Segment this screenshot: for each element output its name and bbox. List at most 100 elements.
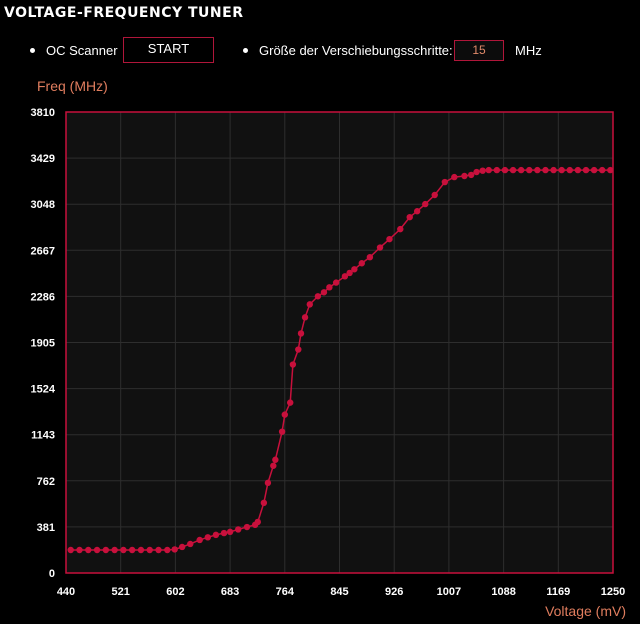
vf-curve-point[interactable] <box>278 428 286 435</box>
vf-curve-point[interactable] <box>517 166 525 174</box>
y-tick-label: 762 <box>37 476 55 488</box>
vf-curve-point[interactable] <box>351 266 358 273</box>
vf-curve-point[interactable] <box>111 546 118 554</box>
vf-curve-point[interactable] <box>128 546 136 554</box>
vf-curve-point[interactable] <box>607 166 614 174</box>
vf-curve-point[interactable] <box>301 314 309 321</box>
vf-curve-point[interactable] <box>598 166 606 174</box>
vf-curve-point[interactable] <box>306 301 313 308</box>
vf-curve-point[interactable] <box>164 546 171 554</box>
vf-curve-point[interactable] <box>295 346 302 353</box>
vf-curve-point[interactable] <box>461 172 468 180</box>
vf-curve-point[interactable] <box>358 260 365 267</box>
vf-curve-point[interactable] <box>574 166 582 174</box>
vf-curve-point[interactable] <box>550 166 557 174</box>
vf-curve-point[interactable] <box>220 529 228 537</box>
vf-curve-point[interactable] <box>102 546 110 554</box>
vf-curve-point[interactable] <box>493 166 501 174</box>
vf-curve-point[interactable] <box>187 540 194 548</box>
vf-curve-point[interactable] <box>542 166 549 174</box>
vf-curve-point[interactable] <box>590 166 598 174</box>
vf-curve-point[interactable] <box>212 531 220 539</box>
x-tick-label: 1169 <box>546 586 570 598</box>
vf-curve-point[interactable] <box>451 173 458 181</box>
x-tick-label: 1250 <box>601 586 625 598</box>
x-tick-label: 683 <box>221 586 239 598</box>
vf-curve-point[interactable] <box>326 284 333 291</box>
vf-curve-point[interactable] <box>422 200 429 208</box>
vf-curve-point[interactable] <box>485 166 492 174</box>
vf-curve-point[interactable] <box>346 269 353 277</box>
y-tick-label: 2667 <box>31 245 55 257</box>
vf-curve-point[interactable] <box>85 546 92 554</box>
vf-curve-point[interactable] <box>76 546 83 554</box>
oc-scanner-label: OC Scanner <box>46 43 118 58</box>
vf-curve-point[interactable] <box>467 171 475 179</box>
vf-curve-point[interactable] <box>501 166 509 174</box>
vf-curve-point[interactable] <box>314 293 322 300</box>
vf-curve-point[interactable] <box>226 528 234 536</box>
vf-curve-point[interactable] <box>376 244 384 251</box>
vf-curve-point[interactable] <box>264 479 272 487</box>
x-tick-label: 926 <box>385 586 403 598</box>
vf-curve-point[interactable] <box>178 543 186 551</box>
vf-curve-point[interactable] <box>204 534 212 541</box>
step-size-label: Größe der Verschiebungsschritte: <box>259 43 453 58</box>
vf-curve-point[interactable] <box>441 178 449 186</box>
vf-curve-point[interactable] <box>473 168 480 176</box>
vf-curve-point[interactable] <box>341 273 349 280</box>
vf-curve-point[interactable] <box>431 191 438 199</box>
vf-curve-point[interactable] <box>243 523 251 531</box>
vf-curve-point[interactable] <box>260 499 268 507</box>
vf-curve-point[interactable] <box>558 166 565 174</box>
vf-curve-point[interactable] <box>509 166 517 174</box>
vf-curve-point[interactable] <box>397 225 404 233</box>
vf-curve-point[interactable] <box>582 166 590 174</box>
vf-curve-point[interactable] <box>120 546 127 554</box>
y-axis-title: Freq (MHz) <box>37 78 108 94</box>
vf-curve-point[interactable] <box>272 456 279 463</box>
y-tick-label: 3048 <box>31 199 55 211</box>
vf-curve-point[interactable] <box>320 289 328 296</box>
vf-curve-point[interactable] <box>281 411 288 418</box>
y-tick-label: 3429 <box>31 153 55 165</box>
start-button[interactable]: START <box>123 37 214 63</box>
vf-curve-point[interactable] <box>366 253 374 261</box>
vf-curve-point[interactable] <box>171 546 178 553</box>
y-tick-label: 2286 <box>31 291 55 303</box>
vf-curve-point[interactable] <box>479 167 486 174</box>
step-size-input[interactable]: 15 <box>454 40 504 61</box>
x-axis-title: Voltage (mV) <box>545 603 626 619</box>
vf-curve-point[interactable] <box>526 166 533 174</box>
vf-curve-point[interactable] <box>297 330 305 337</box>
vf-curve-point[interactable] <box>196 536 203 544</box>
y-tick-label: 1524 <box>31 384 56 396</box>
x-tick-label: 1007 <box>437 586 461 598</box>
y-tick-label: 1905 <box>31 338 55 350</box>
vf-curve-point[interactable] <box>67 546 74 554</box>
y-tick-label: 381 <box>37 522 55 534</box>
vf-curve-point[interactable] <box>406 213 413 221</box>
vf-curve-point[interactable] <box>254 518 261 526</box>
vf-curve-point[interactable] <box>93 546 101 554</box>
vf-curve-point[interactable] <box>137 546 145 554</box>
x-tick-label: 440 <box>57 586 75 598</box>
vf-curve-point[interactable] <box>287 399 294 406</box>
y-tick-label: 3810 <box>31 107 55 119</box>
y-tick-label: 0 <box>49 568 55 580</box>
vf-curve-point[interactable] <box>270 462 277 469</box>
vf-curve-point[interactable] <box>235 526 242 533</box>
vf-curve-point[interactable] <box>534 166 541 174</box>
vf-curve-point[interactable] <box>146 546 153 554</box>
vf-curve-point[interactable] <box>155 546 162 554</box>
step-unit-label: MHz <box>515 43 542 58</box>
vf-curve-point[interactable] <box>413 208 421 215</box>
vf-curve-point[interactable] <box>332 279 340 286</box>
vf-curve-point[interactable] <box>386 235 393 243</box>
vf-curve-point[interactable] <box>566 166 573 174</box>
controls-row: OC Scanner START Größe der Verschiebungs… <box>0 37 640 63</box>
page-title: VOLTAGE-FREQUENCY TUNER <box>4 5 244 21</box>
vf-curve-point[interactable] <box>289 361 297 368</box>
bullet-icon <box>30 48 35 53</box>
